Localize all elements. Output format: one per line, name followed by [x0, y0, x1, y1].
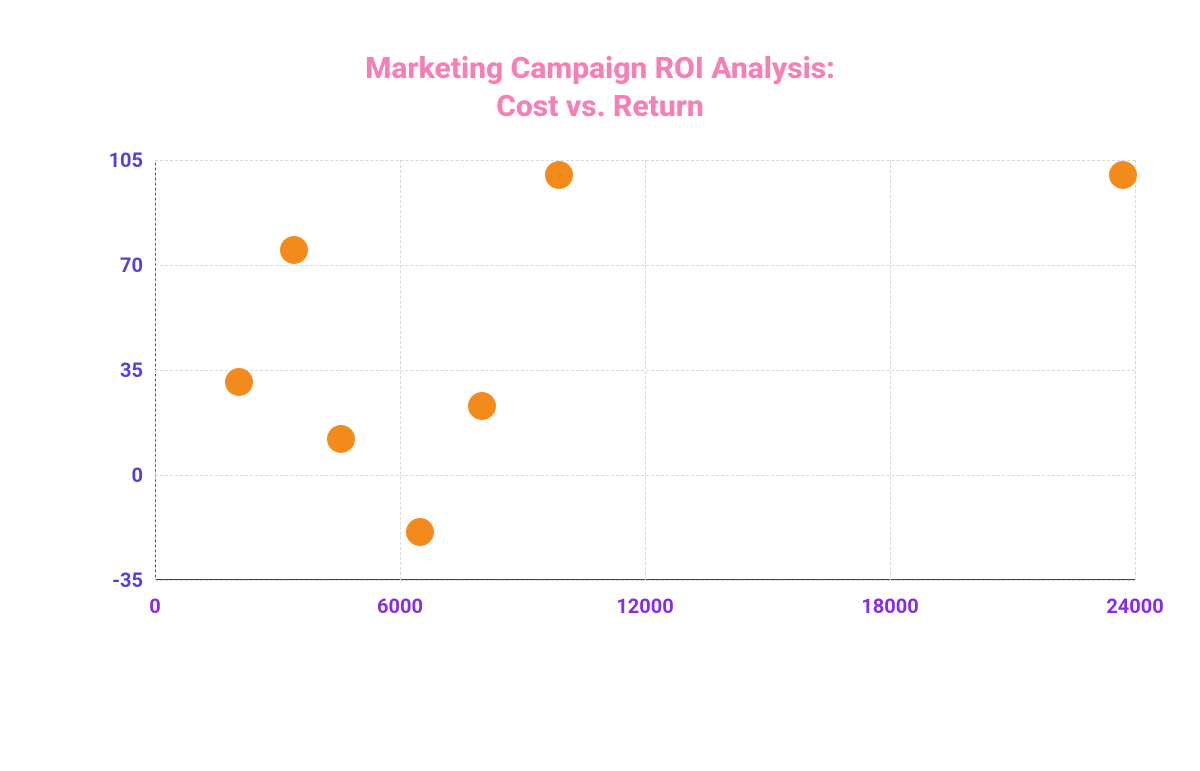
plot-area: -350357010506000120001800024000 [155, 160, 1135, 580]
data-point [1109, 161, 1137, 189]
x-gridline [155, 160, 156, 580]
x-gridline [1135, 160, 1136, 580]
chart-title: Marketing Campaign ROI Analysis: Cost vs… [0, 50, 1200, 125]
x-tick-label: 12000 [616, 580, 673, 618]
x-tick-label: 0 [149, 580, 160, 618]
data-point [545, 161, 573, 189]
x-tick-label: 6000 [377, 580, 423, 618]
data-point [280, 236, 308, 264]
y-tick-label: 70 [73, 253, 155, 277]
x-gridline [645, 160, 646, 580]
y-tick-label: 35 [73, 358, 155, 382]
x-gridline [890, 160, 891, 580]
data-point [406, 518, 434, 546]
y-tick-label: 105 [73, 148, 155, 172]
data-point [468, 392, 496, 420]
x-tick-label: 18000 [861, 580, 918, 618]
x-gridline [400, 160, 401, 580]
data-point [225, 368, 253, 396]
y-tick-label: -35 [73, 568, 155, 592]
x-tick-label: 24000 [1106, 580, 1163, 618]
scatter-chart: Marketing Campaign ROI Analysis: Cost vs… [0, 0, 1200, 771]
y-tick-label: 0 [73, 463, 155, 487]
data-point [327, 425, 355, 453]
